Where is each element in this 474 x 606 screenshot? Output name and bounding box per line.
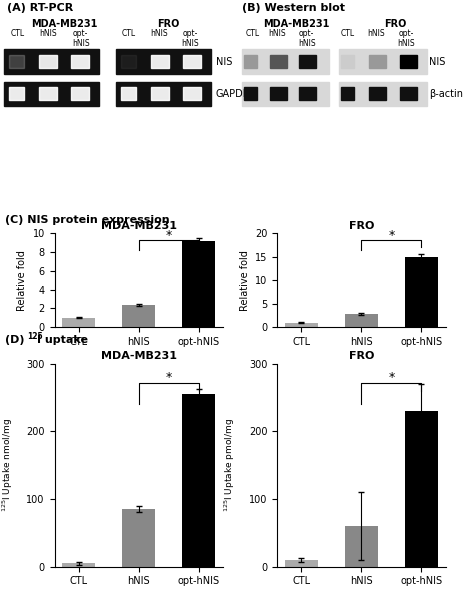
Bar <box>71 87 89 101</box>
Bar <box>341 87 354 101</box>
Text: *: * <box>388 371 394 384</box>
Title: MDA-MB231: MDA-MB231 <box>100 221 177 231</box>
Text: β-actin: β-actin <box>429 89 463 99</box>
Bar <box>62 563 95 567</box>
Text: MDA-MB231: MDA-MB231 <box>263 19 329 29</box>
Bar <box>151 55 169 68</box>
Text: hNIS: hNIS <box>150 29 168 38</box>
Bar <box>71 55 89 68</box>
Text: (C) NIS protein expression: (C) NIS protein expression <box>5 215 169 225</box>
Text: (D): (D) <box>5 335 28 345</box>
Text: MDA-MB231: MDA-MB231 <box>31 19 97 29</box>
Bar <box>244 87 257 101</box>
Text: CTL: CTL <box>340 29 355 38</box>
Text: hNIS: hNIS <box>39 29 57 38</box>
Bar <box>4 82 99 107</box>
Text: FRO: FRO <box>157 19 180 29</box>
Text: opt-
hNIS: opt- hNIS <box>182 29 200 48</box>
Bar <box>244 55 257 68</box>
Text: (B) Western blot: (B) Western blot <box>242 3 345 13</box>
Text: GAPDH: GAPDH <box>216 89 251 99</box>
Bar <box>341 55 354 68</box>
Bar <box>116 82 211 107</box>
Bar <box>122 509 155 567</box>
Bar <box>285 322 318 327</box>
Text: (A) RT-PCR: (A) RT-PCR <box>7 3 73 13</box>
Text: NIS: NIS <box>216 57 232 67</box>
Bar <box>339 50 427 74</box>
Title: MDA-MB231: MDA-MB231 <box>100 351 177 361</box>
Text: FRO: FRO <box>384 19 407 29</box>
Bar <box>39 87 57 101</box>
Bar <box>405 257 438 327</box>
Text: $^{125}$I Uptake pmol/mg: $^{125}$I Uptake pmol/mg <box>223 418 237 512</box>
Bar <box>182 241 215 327</box>
Text: *: * <box>388 230 394 242</box>
Bar <box>4 50 99 74</box>
Text: $^{125}$I Uptake nmol/mg: $^{125}$I Uptake nmol/mg <box>0 418 15 512</box>
Bar <box>400 55 417 68</box>
Bar <box>39 55 57 68</box>
Bar <box>345 526 378 567</box>
Bar <box>369 55 386 68</box>
Bar <box>242 82 329 107</box>
Bar <box>62 318 95 327</box>
Bar <box>299 55 316 68</box>
Bar <box>121 55 136 68</box>
Bar <box>299 87 316 101</box>
Bar <box>242 50 329 74</box>
Bar <box>183 87 201 101</box>
Text: hNIS: hNIS <box>367 29 385 38</box>
Text: I uptake: I uptake <box>36 335 88 345</box>
Bar <box>183 55 201 68</box>
Bar <box>9 55 24 68</box>
Bar <box>151 87 169 101</box>
Bar <box>116 50 211 74</box>
Bar <box>122 305 155 327</box>
Y-axis label: Relative fold: Relative fold <box>240 250 250 311</box>
Bar <box>270 55 287 68</box>
Bar <box>400 87 417 101</box>
Text: NIS: NIS <box>429 57 446 67</box>
Text: opt-
hNIS: opt- hNIS <box>298 29 316 48</box>
Title: FRO: FRO <box>349 221 374 231</box>
Bar <box>369 87 386 101</box>
Title: FRO: FRO <box>349 351 374 361</box>
Text: CTL: CTL <box>11 29 25 38</box>
Text: hNIS: hNIS <box>268 29 286 38</box>
Text: 125: 125 <box>27 333 43 341</box>
Text: CTL: CTL <box>246 29 260 38</box>
Bar <box>9 87 24 101</box>
Bar <box>285 560 318 567</box>
Text: *: * <box>165 230 172 242</box>
Bar <box>405 411 438 567</box>
Text: *: * <box>165 371 172 384</box>
Bar <box>339 82 427 107</box>
Bar <box>345 314 378 327</box>
Bar <box>182 394 215 567</box>
Text: opt-
hNIS: opt- hNIS <box>397 29 415 48</box>
Y-axis label: Relative fold: Relative fold <box>17 250 27 311</box>
Text: CTL: CTL <box>122 29 136 38</box>
Bar <box>121 87 136 101</box>
Text: opt-
hNIS: opt- hNIS <box>72 29 90 48</box>
Bar <box>270 87 287 101</box>
